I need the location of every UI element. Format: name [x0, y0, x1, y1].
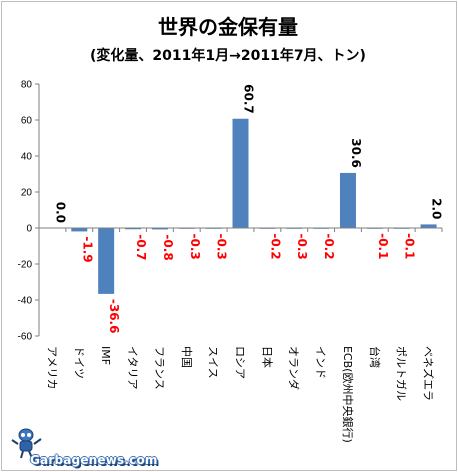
category-label: ベネズエラ — [422, 346, 436, 401]
category-label: インド — [314, 346, 327, 379]
data-label: 2.0 — [430, 198, 444, 219]
bar — [125, 228, 142, 230]
category-label: フランス — [153, 346, 166, 390]
category-label: IMF — [99, 346, 112, 365]
category-label: 中国 — [180, 346, 193, 368]
watermark-text: Garbagenews.com — [30, 453, 158, 467]
y-tick-label: -20 — [18, 260, 33, 271]
data-label: -0.3 — [188, 234, 202, 260]
data-label: -1.9 — [80, 236, 94, 262]
bar — [339, 172, 356, 228]
plot-area: 80 60 40 20 0 -20 -40 -60 0.0 アメリカ -1.9 ドイツ -36.6 IMF… — [18, 80, 444, 443]
mascot-figure-icon — [11, 428, 42, 459]
category-label: スイス — [207, 346, 220, 379]
data-label: -0.7 — [134, 234, 148, 260]
y-tick-label: 40 — [21, 152, 33, 163]
data-label: -0.1 — [403, 233, 417, 259]
data-label: -0.2 — [268, 233, 282, 259]
y-tick-label: -60 — [18, 332, 33, 343]
data-label: -0.1 — [376, 233, 390, 259]
bar — [151, 228, 168, 230]
data-label: 0.0 — [53, 202, 67, 223]
data-label: -0.3 — [215, 234, 229, 260]
data-label: 60.7 — [242, 84, 256, 114]
category-label: ポルトガル — [395, 346, 408, 401]
data-label: -0.2 — [322, 233, 336, 259]
data-label: -36.6 — [107, 299, 121, 334]
category-label: ドイツ — [72, 346, 85, 379]
chart-subtitle: (変化量、2011年1月→2011年7月、トン) — [90, 47, 366, 64]
category-label: オランダ — [287, 346, 301, 390]
bar — [98, 228, 115, 294]
category-label: アメリカ — [45, 346, 58, 389]
watermark: Garbagenews.com — [8, 426, 158, 470]
category-label: イタリア — [126, 346, 139, 390]
y-tick-label: 60 — [21, 116, 33, 127]
category-label: 日本 — [260, 346, 274, 368]
data-label: -0.8 — [161, 234, 175, 260]
y-tick-label: -40 — [18, 296, 33, 307]
data-label: -0.3 — [295, 234, 309, 260]
y-tick-label: 20 — [21, 188, 33, 199]
y-tick-label: 0 — [26, 224, 32, 235]
bar — [420, 224, 437, 228]
bar — [71, 228, 88, 232]
category-label: ロシア — [234, 346, 247, 379]
data-label: 30.6 — [349, 138, 363, 168]
category-label: ECB(欧州中央銀行) — [341, 346, 355, 443]
y-tick-label: 80 — [21, 80, 33, 91]
bar — [232, 118, 249, 228]
chart-title: 世界の金保有量 — [158, 15, 298, 39]
category-label: 台湾 — [368, 346, 382, 368]
